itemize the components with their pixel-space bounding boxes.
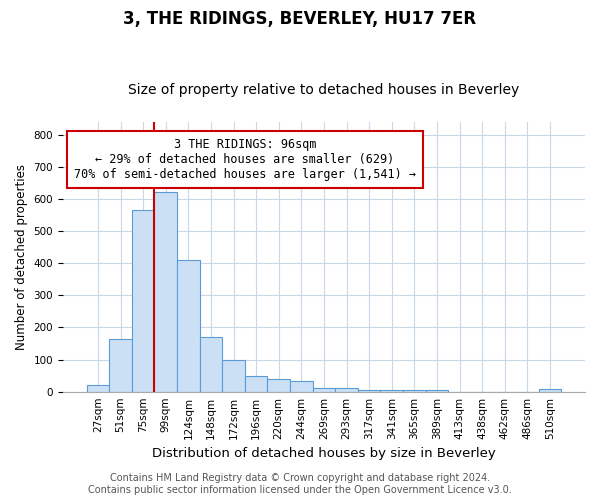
Bar xyxy=(335,388,358,392)
Bar xyxy=(403,390,425,392)
Title: Size of property relative to detached houses in Beverley: Size of property relative to detached ho… xyxy=(128,83,520,97)
Bar xyxy=(358,390,380,392)
Bar xyxy=(154,192,177,392)
Bar xyxy=(425,390,448,392)
Bar xyxy=(290,381,313,392)
Bar xyxy=(222,360,245,392)
Bar xyxy=(539,389,561,392)
Bar xyxy=(380,390,403,392)
Bar xyxy=(177,260,200,392)
Y-axis label: Number of detached properties: Number of detached properties xyxy=(15,164,28,350)
Bar xyxy=(132,210,154,392)
Text: 3, THE RIDINGS, BEVERLEY, HU17 7ER: 3, THE RIDINGS, BEVERLEY, HU17 7ER xyxy=(124,10,476,28)
Bar xyxy=(313,388,335,392)
Bar xyxy=(200,337,222,392)
Text: Contains HM Land Registry data © Crown copyright and database right 2024.
Contai: Contains HM Land Registry data © Crown c… xyxy=(88,474,512,495)
Bar xyxy=(86,386,109,392)
Text: 3 THE RIDINGS: 96sqm
← 29% of detached houses are smaller (629)
70% of semi-deta: 3 THE RIDINGS: 96sqm ← 29% of detached h… xyxy=(74,138,416,181)
Bar xyxy=(109,338,132,392)
Bar xyxy=(268,379,290,392)
Bar xyxy=(245,376,268,392)
X-axis label: Distribution of detached houses by size in Beverley: Distribution of detached houses by size … xyxy=(152,447,496,460)
